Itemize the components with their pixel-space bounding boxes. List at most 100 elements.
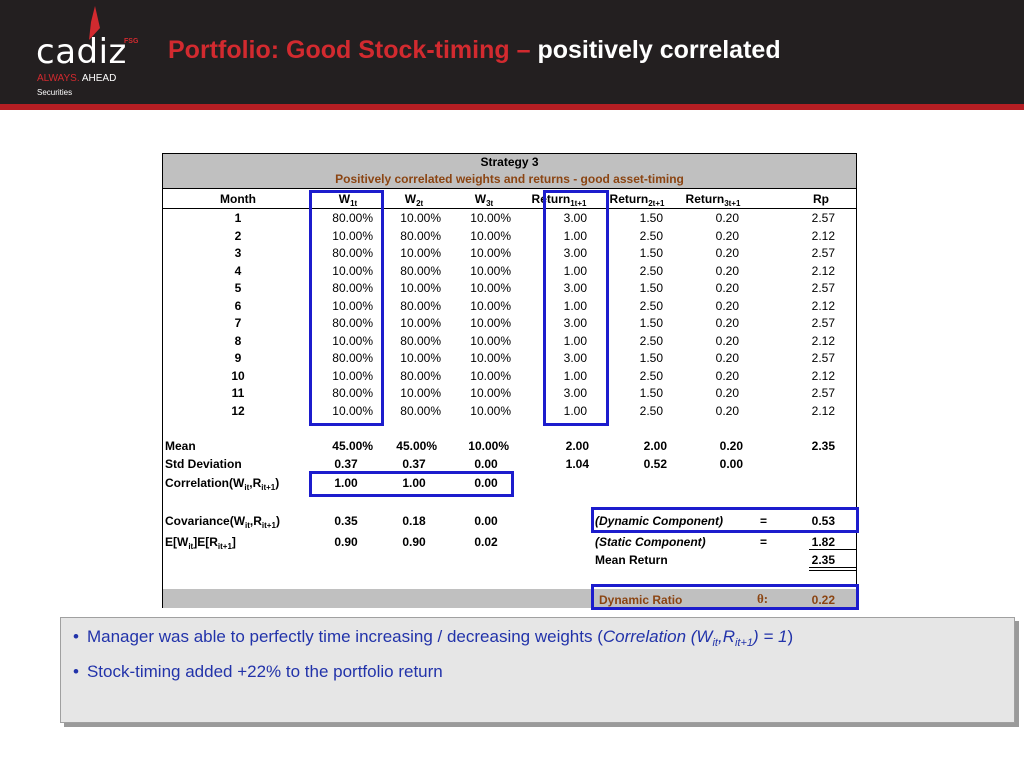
tagline-red: ALWAYS. (37, 73, 80, 84)
cell-month: 3 (234, 246, 242, 260)
cell-w3: 10.00% (470, 333, 511, 348)
cell-r2: 1.50 (639, 386, 663, 400)
cell-r3: 0.20 (715, 228, 739, 243)
dynamic-value: 0.53 (811, 514, 835, 528)
cell-rp: 2.57 (811, 211, 835, 225)
cell-w2: 80.00% (400, 263, 441, 278)
cov-w2: 0.18 (402, 514, 426, 528)
cell-w1: 10.00% (332, 403, 373, 418)
column-header-row: Month W1t W2t W3t Return1t+1 Return2t+1 … (163, 189, 856, 209)
strategy-table: Strategy 3 Positively correlated weights… (162, 153, 857, 608)
highlight-w1-column (309, 190, 384, 426)
cell-w1: 10.00% (332, 228, 373, 243)
cell-rp: 2.57 (811, 351, 835, 365)
cell-r1: 3.00 (563, 351, 587, 365)
header-bar (0, 0, 1024, 104)
cell-w2: 10.00% (400, 316, 441, 330)
cell-w3: 10.00% (470, 263, 511, 278)
title-red: Portfolio: Good Stock-timing – (168, 36, 531, 64)
dynamic-ratio-label: Dynamic Ratio (599, 593, 683, 607)
cell-w3: 10.00% (470, 403, 511, 418)
corr-w1: 1.00 (334, 476, 358, 490)
logo-subtitle: Securities (37, 88, 73, 97)
mean-w1: 45.00% (332, 439, 373, 453)
cell-month: 5 (234, 281, 242, 295)
cell-r2: 1.50 (639, 316, 663, 330)
cell-r2: 2.50 (639, 228, 663, 243)
cell-r3: 0.20 (715, 333, 739, 348)
bullet-dot-icon: • (73, 662, 79, 681)
table-footer-band (163, 589, 856, 608)
cell-r2: 1.50 (639, 246, 663, 260)
note-bullet-2: • Stock-timing added +22% to the portfoli… (73, 662, 443, 681)
mean-w3: 10.00% (468, 439, 509, 453)
static-eq: = (760, 535, 768, 549)
cell-month: 4 (234, 263, 242, 278)
cell-r1: 1.00 (563, 403, 587, 418)
cell-month: 10 (231, 368, 245, 383)
cell-rp: 2.12 (811, 333, 835, 348)
cell-r2: 2.50 (639, 298, 663, 313)
cell-w2: 10.00% (400, 281, 441, 295)
static-underline (809, 549, 857, 550)
cov-label: Covariance(Wit,Rit+1) (165, 514, 280, 530)
cell-r1: 3.00 (563, 211, 587, 225)
cell-r2: 2.50 (639, 263, 663, 278)
cell-r3: 0.20 (715, 246, 739, 260)
cell-r1: 3.00 (563, 281, 587, 295)
cell-r3: 0.20 (715, 368, 739, 383)
cell-month: 6 (234, 298, 242, 313)
cell-r2: 1.50 (639, 211, 663, 225)
cell-rp: 2.12 (811, 298, 835, 313)
cell-w1: 10.00% (332, 333, 373, 348)
cell-r1: 3.00 (563, 246, 587, 260)
cell-w1: 10.00% (332, 263, 373, 278)
col-return2: Return2t+1 (609, 192, 665, 208)
mean-return-underline-2 (809, 570, 857, 571)
cell-w1: 80.00% (332, 281, 373, 295)
cell-w1: 80.00% (332, 386, 373, 400)
logo-tagline: ALWAYS. AHEAD (37, 73, 116, 84)
cell-rp: 2.57 (811, 316, 835, 330)
corr-w3: 0.00 (474, 476, 498, 490)
col-w1: W1t (338, 192, 358, 208)
corr-label: Correlation(Wit,Rit+1) (165, 476, 280, 492)
cell-w3: 10.00% (470, 298, 511, 313)
cell-w2: 10.00% (400, 351, 441, 365)
cell-rp: 2.12 (811, 263, 835, 278)
highlight-dynamic-component (591, 507, 859, 533)
cell-w3: 10.00% (470, 281, 511, 295)
std-r3: 0.00 (719, 457, 743, 471)
col-return1: Return1t+1 (531, 192, 587, 208)
cell-w2: 80.00% (400, 228, 441, 243)
cell-r1: 1.00 (563, 298, 587, 313)
static-label: (Static Component) (595, 535, 706, 549)
cell-w2: 80.00% (400, 298, 441, 313)
cell-r1: 3.00 (563, 316, 587, 330)
title-white: positively correlated (537, 36, 781, 64)
cell-w3: 10.00% (470, 368, 511, 383)
cell-r1: 1.00 (563, 333, 587, 348)
cell-r3: 0.20 (715, 403, 739, 418)
cell-w3: 10.00% (470, 246, 511, 260)
cell-month: 11 (231, 386, 245, 400)
cell-r3: 0.20 (715, 351, 739, 365)
table-subtitle: Positively correlated weights and return… (335, 172, 684, 186)
highlight-correlation-row (309, 471, 514, 497)
cell-w1: 80.00% (332, 316, 373, 330)
cell-w3: 10.00% (470, 386, 511, 400)
cell-r3: 0.20 (715, 316, 739, 330)
highlight-dynamic-ratio (591, 584, 859, 610)
highlight-return1-column (543, 190, 609, 426)
cell-w2: 10.00% (400, 246, 441, 260)
std-label: Std Deviation (165, 457, 242, 471)
header-accent-line (0, 104, 1024, 110)
cell-month: 12 (231, 403, 245, 418)
cell-r1: 3.00 (563, 386, 587, 400)
cell-r3: 0.20 (715, 211, 739, 225)
cell-r2: 2.50 (639, 403, 663, 418)
corr-w2: 1.00 (402, 476, 426, 490)
cell-rp: 2.12 (811, 403, 835, 418)
table-title: Strategy 3 (480, 155, 539, 169)
std-w1: 0.37 (334, 457, 358, 471)
